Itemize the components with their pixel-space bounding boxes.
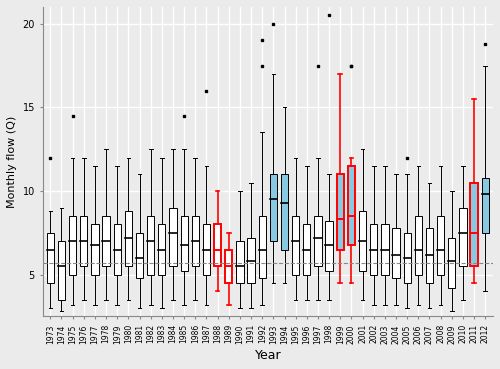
Bar — [314, 216, 322, 266]
Bar — [158, 224, 166, 275]
Bar — [136, 233, 143, 278]
Bar — [214, 224, 221, 266]
Bar — [392, 228, 400, 278]
Bar — [370, 224, 378, 275]
Bar — [225, 249, 232, 283]
Bar — [382, 224, 388, 275]
Bar — [102, 216, 110, 266]
Bar — [482, 177, 489, 233]
Bar — [426, 228, 433, 283]
Bar — [303, 224, 310, 275]
Bar — [46, 233, 54, 283]
Bar — [292, 216, 300, 275]
Y-axis label: Monthly flow (Q): Monthly flow (Q) — [7, 115, 17, 208]
Bar — [80, 216, 88, 266]
Bar — [92, 224, 98, 275]
Bar — [125, 211, 132, 266]
Bar — [236, 241, 244, 283]
X-axis label: Year: Year — [254, 349, 281, 362]
Bar — [359, 211, 366, 271]
Bar — [348, 166, 355, 245]
Bar — [192, 216, 199, 266]
Bar — [470, 183, 478, 266]
Bar — [414, 216, 422, 275]
Bar — [180, 216, 188, 271]
Bar — [170, 208, 176, 266]
Bar — [336, 174, 344, 249]
Bar — [326, 221, 332, 271]
Bar — [437, 216, 444, 275]
Bar — [281, 174, 288, 249]
Bar — [203, 224, 210, 275]
Bar — [248, 238, 254, 283]
Bar — [147, 216, 154, 275]
Bar — [460, 208, 466, 266]
Bar — [404, 233, 411, 283]
Bar — [114, 224, 121, 275]
Bar — [258, 216, 266, 278]
Bar — [69, 216, 76, 275]
Bar — [270, 174, 277, 241]
Bar — [448, 238, 456, 288]
Bar — [58, 241, 65, 300]
